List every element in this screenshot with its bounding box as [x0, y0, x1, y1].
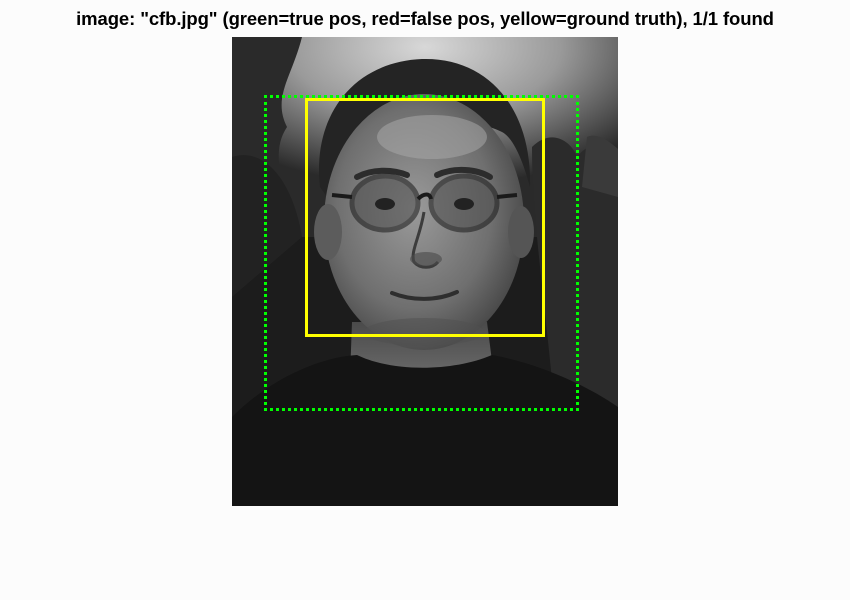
true-positive-detection-box — [264, 95, 579, 411]
ground-truth-box — [305, 98, 545, 337]
image-axes — [232, 37, 618, 506]
figure-title: image: "cfb.jpg" (green=true pos, red=fa… — [76, 8, 774, 29]
